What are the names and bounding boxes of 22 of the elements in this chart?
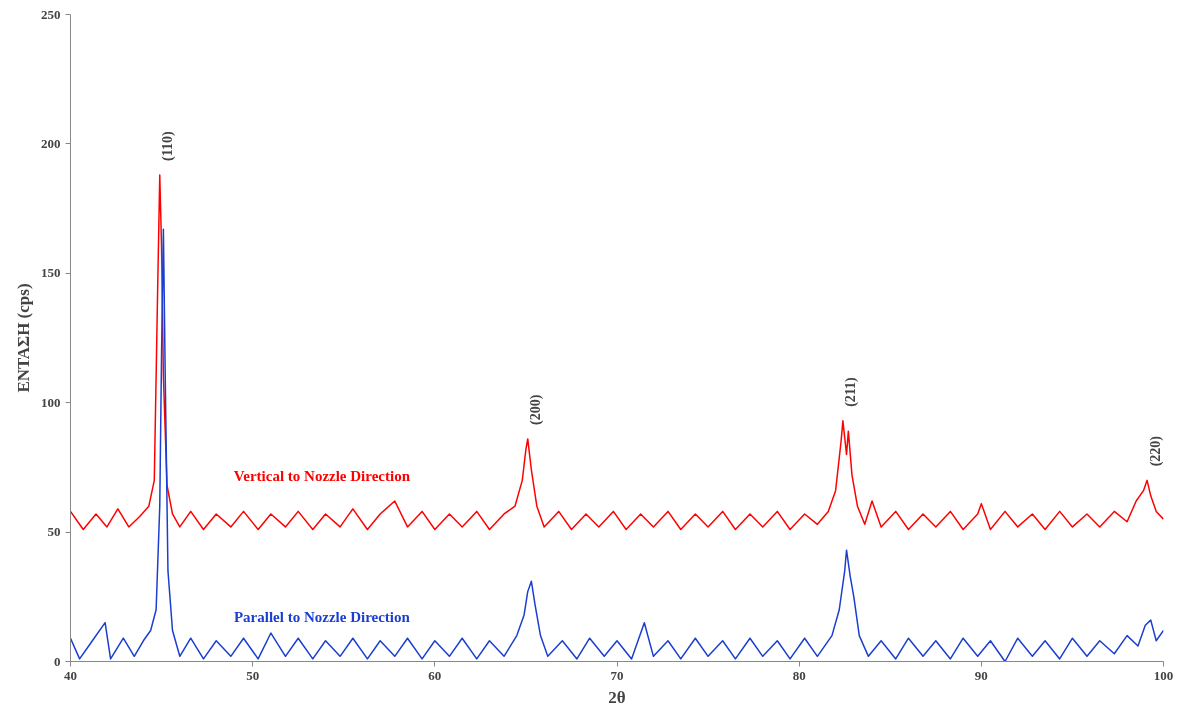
y-tick-label: 250 — [41, 6, 61, 22]
line-series — [70, 174, 1164, 531]
annotation: (220) — [1147, 435, 1164, 467]
y-tick-label: 200 — [41, 135, 61, 151]
annotation: (200) — [528, 394, 545, 425]
y-tick-label: 150 — [41, 265, 61, 281]
x-tick-label: 90 — [974, 667, 988, 683]
series-label: Vertical to Nozzle Direction — [233, 467, 411, 484]
y-tick-label: 100 — [41, 394, 61, 410]
x-tick-label: 60 — [428, 667, 442, 683]
y-axis-title: ΕΝΤΑΣΗ (cps) — [14, 283, 33, 393]
y-tick-label: 0 — [54, 653, 61, 669]
x-tick-label: 40 — [64, 667, 77, 683]
y-tick-label: 50 — [47, 524, 61, 540]
x-tick-label: 100 — [1153, 667, 1174, 683]
annotation: (110) — [160, 131, 177, 161]
annotation: (211) — [843, 376, 860, 407]
x-tick-label: 50 — [246, 667, 260, 683]
x-axis-title: 2θ — [608, 687, 626, 707]
x-tick-label: 80 — [792, 667, 806, 683]
x-tick-label: 70 — [610, 667, 624, 683]
series-label: Parallel to Nozzle Direction — [233, 608, 411, 625]
